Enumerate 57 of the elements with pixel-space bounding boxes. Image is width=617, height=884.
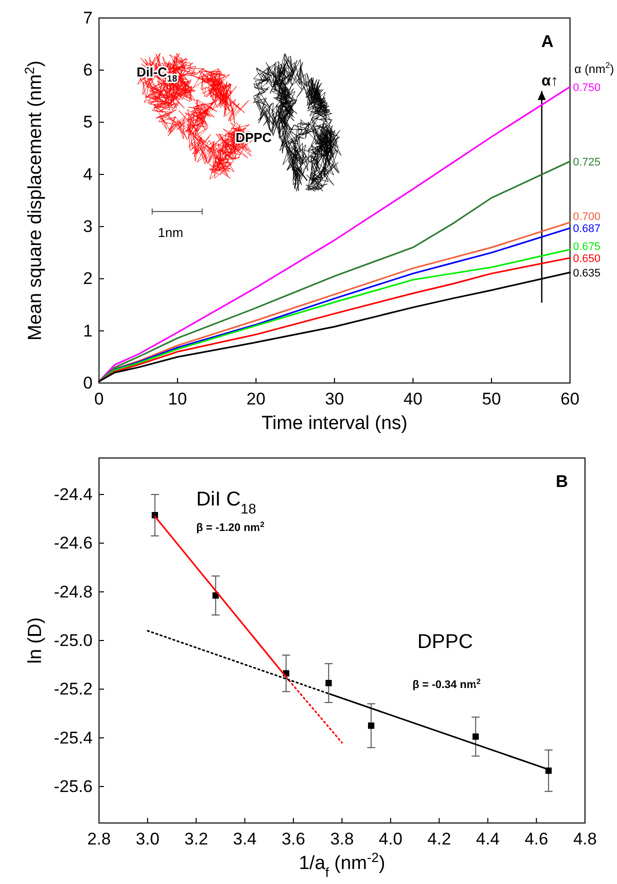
y-tick-label: -24.4 — [54, 484, 93, 504]
x-tick-label: 40 — [404, 390, 422, 409]
line-series — [98, 86, 571, 382]
series-label: 0.700 — [573, 211, 601, 224]
annotation: A — [541, 32, 554, 52]
line-series — [98, 160, 571, 382]
y-tick-label: 5 — [83, 112, 93, 132]
x-tick-label: 20 — [246, 390, 266, 409]
series-label: 0.725 — [573, 156, 601, 168]
series-label: 0.650 — [573, 252, 601, 265]
x-tick-label: 10 — [168, 390, 187, 409]
y-axis-title: ln (D) — [25, 617, 46, 664]
y-tick-label: 1 — [83, 321, 93, 340]
y-tick-label: -24.8 — [54, 582, 93, 602]
series-label: 0.675 — [573, 240, 601, 253]
y-tick-label: -25.0 — [54, 630, 93, 650]
y-tick-label: 3 — [83, 217, 93, 236]
x-tick-label: 3.0 — [136, 830, 160, 849]
x-tick-label: 50 — [482, 390, 501, 409]
y-tick-label: -25.2 — [54, 680, 93, 699]
x-tick-label: 3.8 — [330, 830, 354, 849]
series-label: 0.687 — [573, 223, 601, 236]
annotation: DPPC — [417, 630, 473, 653]
annotation: 1nm — [158, 225, 184, 240]
x-tick-label: 4.2 — [427, 830, 452, 849]
y-tick-label: 0 — [83, 373, 93, 392]
annotation: B — [556, 472, 568, 492]
x-tick-label: 4.8 — [573, 830, 597, 849]
point — [472, 733, 479, 740]
y-tick-label: 6 — [83, 60, 93, 80]
x-tick-label: 30 — [325, 390, 344, 409]
series-label: 0.750 — [573, 82, 601, 94]
x-tick-label: 2.8 — [87, 830, 111, 849]
y-tick-label: -25.4 — [54, 728, 93, 748]
series-label: 0.635 — [573, 267, 601, 280]
y-tick-label: -25.6 — [54, 776, 93, 796]
annotation: β = -0.34 nm$^{2}$ — [412, 676, 481, 691]
annotation: α↑ — [541, 72, 558, 90]
x-tick-label: 60 — [560, 390, 580, 409]
x-tick-label: 4.6 — [524, 830, 548, 849]
annotation: β = -1.20 nm$^{2}$ — [196, 520, 264, 534]
x-axis-title: Time interval (ns) — [261, 413, 408, 434]
y-tick-label: 2 — [83, 269, 93, 288]
x-tick-label: 4.4 — [476, 830, 500, 849]
y-tick-label: -24.6 — [54, 534, 93, 553]
annotation: DiI-C$_{18}$ — [136, 64, 178, 84]
point — [368, 722, 374, 729]
annotation: DiI C$_{18}$ — [196, 488, 256, 516]
y-tick-label: 4 — [83, 164, 93, 184]
y-tick-label: 7 — [83, 8, 93, 28]
x-axis-title: 1/a$_{f}$ (nm$^{-2}$) — [298, 850, 386, 880]
x-tick-label: 3.2 — [184, 830, 208, 849]
point — [325, 680, 332, 686]
x-tick-label: 3.6 — [282, 830, 306, 849]
x-tick-label: 3.4 — [232, 830, 257, 849]
x-tick-label: 4.0 — [378, 830, 402, 849]
legend-title: α (nm$^{2}$) — [574, 60, 614, 76]
